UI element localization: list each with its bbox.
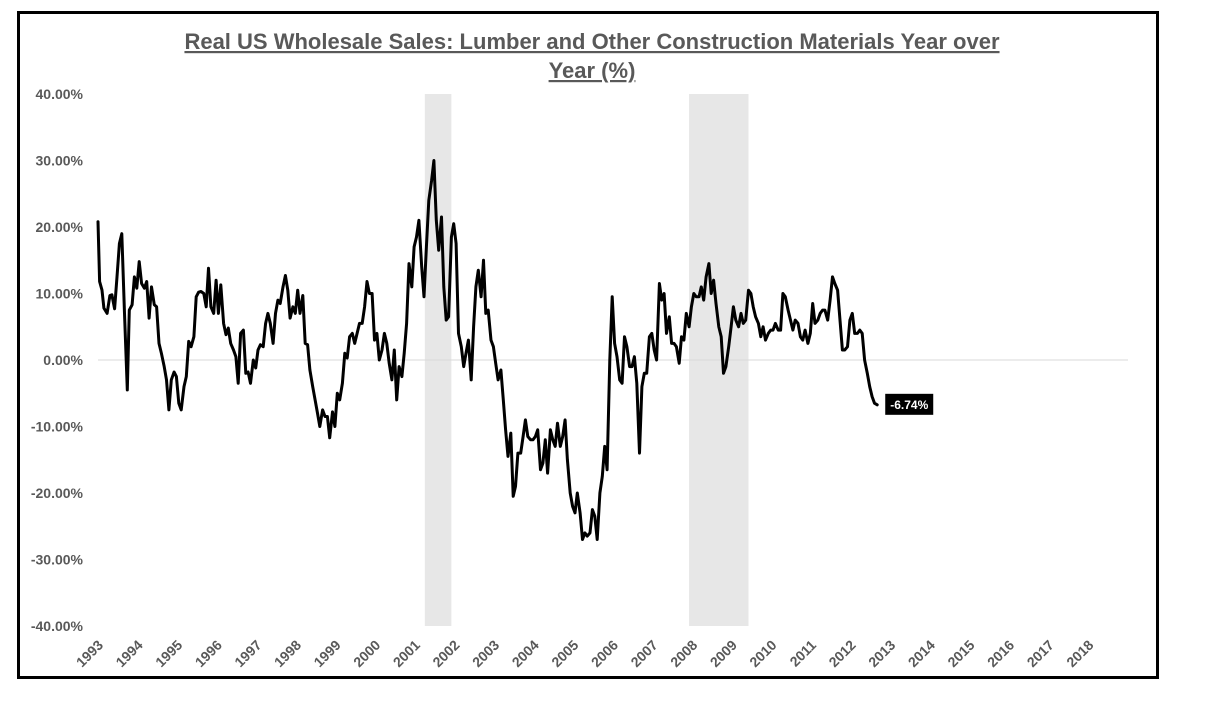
y-tick-label: 40.00%: [36, 86, 84, 102]
chart-title-line-2: Year (%): [549, 58, 636, 83]
x-tick-label: 2010: [746, 637, 779, 670]
x-tick-label: 2009: [707, 637, 740, 670]
x-tick-label: 1996: [192, 637, 225, 670]
x-tick-label: 1994: [112, 637, 145, 670]
x-tick-label: 2015: [944, 637, 977, 670]
x-tick-label: 2005: [548, 637, 581, 670]
x-tick-label: 2013: [865, 637, 898, 670]
y-tick-label: -20.00%: [31, 485, 84, 501]
x-tick-label: 1997: [231, 637, 264, 670]
x-tick-label: 1999: [310, 637, 343, 670]
y-tick-label: 10.00%: [36, 286, 84, 302]
x-tick-label: 2000: [350, 637, 383, 670]
x-tick-label: 1993: [73, 637, 106, 670]
end-label-text: -6.74%: [890, 398, 928, 412]
x-tick-label: 2014: [905, 637, 938, 670]
x-tick-label: 1998: [271, 637, 304, 670]
chart-title-line-1: Real US Wholesale Sales: Lumber and Othe…: [184, 29, 1000, 54]
y-tick-label: 0.00%: [43, 352, 83, 368]
x-tick-label: 2004: [509, 637, 542, 670]
x-tick-label: 2016: [984, 637, 1017, 670]
x-tick-label: 2011: [786, 637, 819, 670]
x-tick-label: 2007: [627, 637, 660, 670]
x-tick-label: 2008: [667, 637, 700, 670]
end-label-box: [885, 393, 934, 415]
chart-title: Real US Wholesale Sales: Lumber and Othe…: [184, 29, 1000, 83]
x-tick-label: 2003: [469, 637, 502, 670]
end-value-label: -6.74%: [885, 393, 934, 415]
y-tick-label: -30.00%: [31, 552, 84, 568]
x-tick-label: 2017: [1024, 637, 1057, 670]
series-line: [96, 159, 879, 541]
chart-frame: 40.00% 30.00% 20.00% 10.00% 0.00% -10.00% -20.…: [17, 11, 1159, 679]
x-tick-label: 2002: [429, 637, 462, 670]
y-tick-label: -10.00%: [31, 419, 84, 435]
y-axis-ticks: 40.00% 30.00% 20.00% 10.00% 0.00% -10.00% -20.…: [31, 86, 84, 634]
y-tick-label: -40.00%: [31, 618, 84, 634]
x-tick-label: 1995: [152, 637, 185, 670]
x-tick-label: 2018: [1063, 637, 1096, 670]
x-tick-label: 2006: [588, 637, 621, 670]
y-tick-label: 30.00%: [36, 153, 84, 169]
y-tick-label: 20.00%: [36, 219, 84, 235]
x-tick-label: 2012: [825, 637, 858, 670]
x-axis-ticks: 1993 1994 1995 1996 1997 1998 1999 2000 2001 2002…: [73, 637, 1097, 670]
x-tick-label: 2001: [390, 637, 423, 670]
chart-svg: 40.00% 30.00% 20.00% 10.00% 0.00% -10.00% -20.…: [31, 29, 1128, 670]
